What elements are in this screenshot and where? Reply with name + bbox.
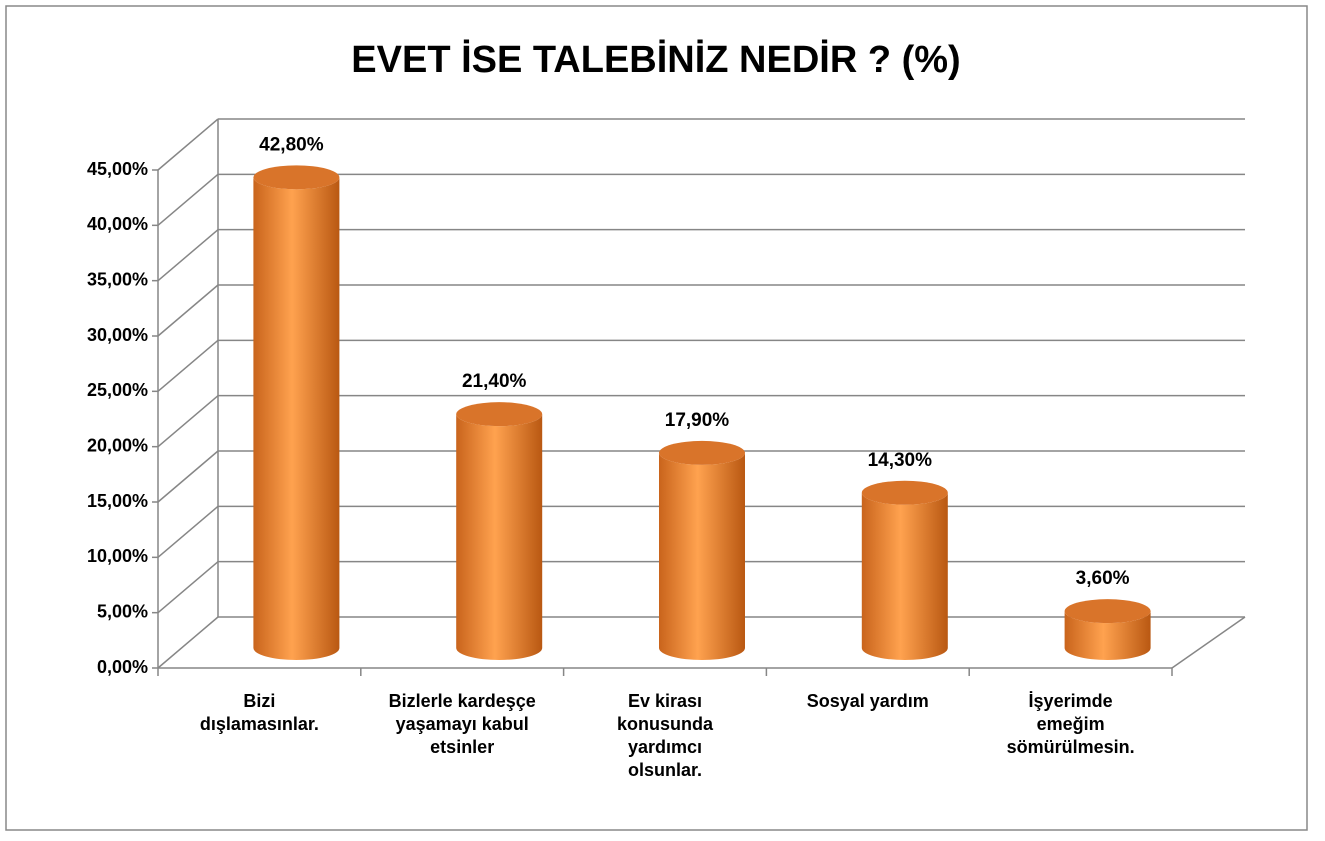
grid-line-side	[157, 229, 219, 282]
grid-line-side	[157, 118, 219, 171]
x-tick-label: Bizlerle kardeşçe yaşamayı kabul etsinle…	[388, 691, 536, 757]
bar-top	[659, 440, 745, 465]
value-label: 14,30%	[868, 450, 933, 471]
y-tick-label: 45,00%	[87, 159, 148, 179]
value-label: 21,40%	[462, 371, 527, 392]
bar-top	[456, 402, 543, 427]
chart-frame	[5, 5, 1308, 831]
bar-top	[253, 165, 340, 190]
x-tick-label-box: Ev kirası konusunda yardımcı olsunlar.	[616, 691, 713, 780]
x-tick-label-box: İşyerimde emeğim sömürülmesin.	[1006, 691, 1135, 757]
grid-line-side	[157, 339, 219, 392]
grid-line-side	[157, 173, 219, 226]
bar	[659, 452, 745, 660]
y-tick-label: 10,00%	[87, 546, 148, 566]
x-tick-label-box: Bizlerle kardeşçe yaşamayı kabul etsinle…	[388, 691, 536, 757]
y-tick-label: 0,00%	[97, 657, 148, 677]
grid-line-side	[157, 284, 219, 337]
grid-line-side	[157, 616, 219, 669]
x-tick-label: Sosyal yardım	[806, 691, 929, 711]
y-tick-label: 25,00%	[87, 380, 148, 400]
x-tick-label: Ev kirası konusunda yardımcı olsunlar.	[616, 691, 713, 780]
bar-top	[861, 480, 948, 505]
y-tick-label: 40,00%	[87, 214, 148, 234]
bar	[456, 414, 543, 660]
bar	[253, 177, 340, 660]
x-tick-label: İşyerimde emeğim sömürülmesin.	[1006, 691, 1135, 757]
y-tick-label: 20,00%	[87, 435, 148, 455]
grid-line-side	[157, 450, 219, 503]
x-tick-label-box: Bizi dışlamasınlar.	[199, 691, 319, 734]
bar	[1064, 611, 1151, 660]
floor-right	[1171, 616, 1246, 669]
x-tick-label-box: Sosyal yardım	[806, 691, 929, 711]
value-label: 17,90%	[665, 410, 730, 431]
grid-line-side	[157, 561, 219, 614]
grid-line-side	[157, 395, 219, 448]
x-tick-label: Bizi dışlamasınlar.	[199, 691, 319, 734]
y-tick-label: 30,00%	[87, 325, 148, 345]
value-label: 42,80%	[259, 134, 324, 155]
bar-top	[1064, 599, 1151, 624]
value-label: 3,60%	[1076, 568, 1130, 589]
y-tick-label: 35,00%	[87, 269, 148, 289]
y-tick-label: 15,00%	[87, 491, 148, 511]
y-tick-label: 5,00%	[97, 601, 148, 621]
chart-title: EVET İSE TALEBİNİZ NEDİR ? (%)	[351, 39, 960, 81]
grid-line-side	[157, 505, 219, 558]
bar	[861, 492, 948, 660]
